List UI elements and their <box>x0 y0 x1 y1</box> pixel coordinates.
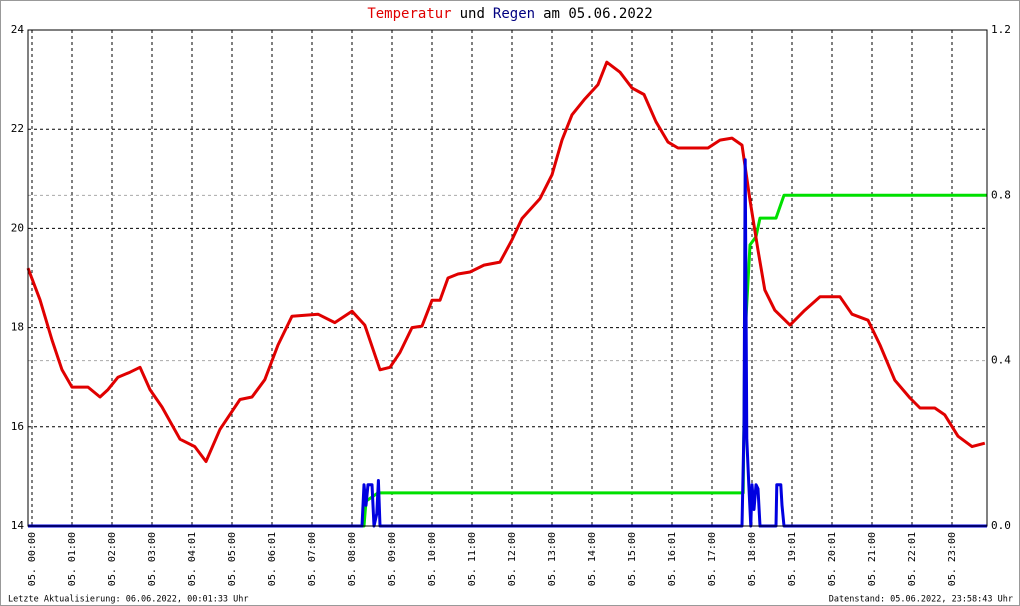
y2-tick-label: 0.4 <box>991 354 1011 367</box>
x-tick-label: 05. 23:00 <box>947 532 958 586</box>
title-part: Temperatur <box>367 6 451 22</box>
x-tick-label: 05. 12:00 <box>507 532 518 586</box>
x-tick-label: 05. 07:00 <box>307 532 318 586</box>
y-tick-label: 18 <box>11 321 24 334</box>
x-tick-label: 05. 04:01 <box>187 532 198 586</box>
y-tick-label: 20 <box>11 221 24 234</box>
title-part: Regen <box>493 6 535 22</box>
x-tick-label: 05. 02:00 <box>107 532 118 586</box>
x-tick-label: 05. 14:00 <box>587 532 598 586</box>
y-tick-label: 24 <box>11 23 25 36</box>
x-tick-label: 05. 16:01 <box>667 532 678 586</box>
y-tick-label: 14 <box>11 519 25 532</box>
footer-right: Datenstand: 05.06.2022, 23:58:43 Uhr <box>829 595 1013 605</box>
series-line <box>26 60 986 463</box>
y-tick-label: 16 <box>11 420 24 433</box>
title-part: am 05.06.2022 <box>543 6 653 22</box>
x-tick-label: 05. 21:00 <box>867 532 878 586</box>
x-tick-label: 05. 05:00 <box>227 532 238 586</box>
x-tick-label: 05. 22:01 <box>907 532 918 586</box>
x-tick-label: 05. 01:00 <box>67 532 78 586</box>
plot-border <box>27 29 988 527</box>
x-tick-label: 05. 11:00 <box>467 532 478 586</box>
x-tick-label: 05. 06:01 <box>267 532 278 586</box>
x-tick-label: 05. 18:00 <box>747 532 758 586</box>
title-part: und <box>460 6 485 22</box>
x-tick-label: 05. 17:00 <box>707 532 718 586</box>
footer-left: Letzte Aktualisierung: 06.06.2022, 00:01… <box>8 595 249 605</box>
x-tick-label: 05. 15:00 <box>627 532 638 586</box>
y2-tick-label: 1.2 <box>991 23 1011 36</box>
y-tick-label: 22 <box>11 122 24 135</box>
x-tick-label: 05. 10:00 <box>427 532 438 586</box>
chart-title: Temperatur und Regen am 05.06.2022 <box>367 6 652 22</box>
x-tick-label: 05. 09:00 <box>387 532 398 586</box>
x-tick-label: 05. 19:01 <box>787 532 798 586</box>
x-tick-label: 05. 20:01 <box>827 532 838 586</box>
x-tick-label: 05. 08:00 <box>347 532 358 586</box>
x-tick-label: 05. 00:00 <box>27 532 38 586</box>
series-line <box>28 158 987 528</box>
y2-tick-label: 0.0 <box>991 519 1011 532</box>
y2-tick-label: 0.8 <box>991 188 1011 201</box>
x-tick-label: 05. 13:00 <box>547 532 558 586</box>
x-tick-label: 05. 03:00 <box>147 532 158 586</box>
